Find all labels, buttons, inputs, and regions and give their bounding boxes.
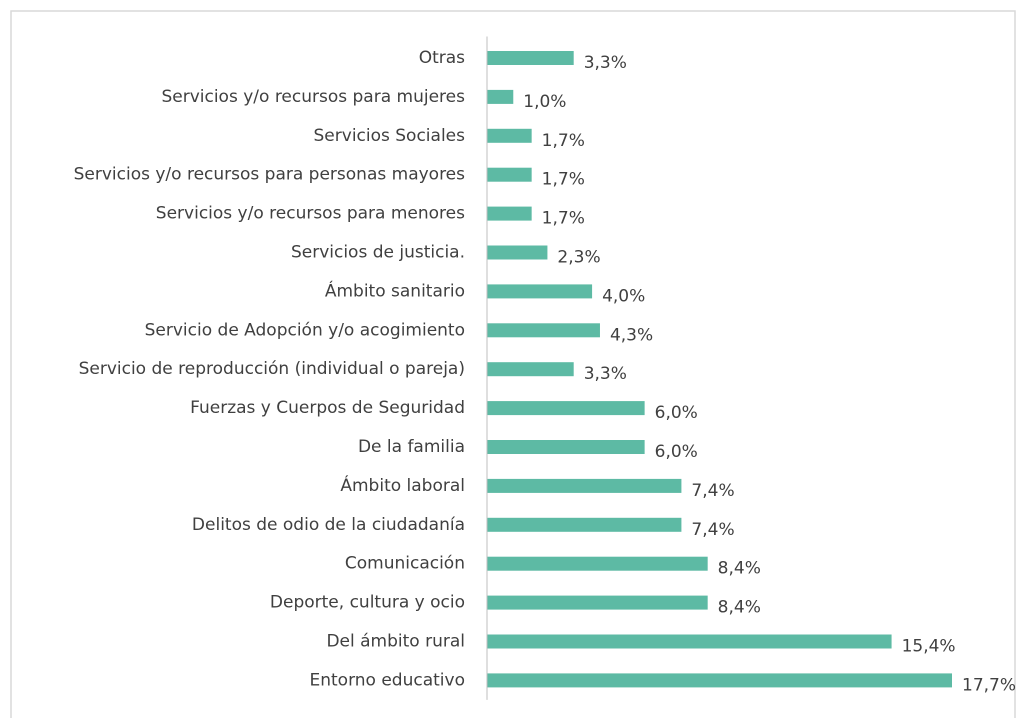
value-label: 7,4% [691,520,734,540]
value-label: 1,0% [523,92,566,112]
chart-border [10,10,1016,718]
category-label: Deporte, cultura y ocio [270,593,465,613]
category-label: Servicios y/o recursos para personas may… [74,165,466,185]
category-label: Servicio de reproducción (individual o p… [79,359,465,379]
bar [487,478,682,493]
bar [487,206,532,221]
category-label: De la familia [358,437,465,457]
bar [487,595,708,610]
category-label: Delitos de odio de la ciudadanía [192,515,465,535]
value-label: 3,3% [584,364,627,384]
bar [487,634,892,649]
category-label: Otras [419,48,465,68]
category-label: Servicios Sociales [314,126,466,146]
bar [487,284,593,299]
value-label: 1,7% [542,170,585,190]
value-label: 1,7% [542,131,585,151]
value-label: 7,4% [691,481,734,501]
category-label: Servicios y/o recursos para menores [156,204,465,224]
value-label: 2,3% [557,248,600,268]
bar [487,167,532,182]
category-label: Ámbito sanitario [325,279,465,301]
bar [487,556,708,571]
category-label: Entorno educativo [310,670,466,690]
bar [487,128,532,143]
bar [487,440,645,454]
bar [487,673,952,688]
bar [487,51,574,65]
bar [487,517,682,532]
value-label: 3,3% [584,53,627,73]
bar [487,401,645,416]
category-label: Servicios de justicia. [291,243,465,263]
value-label: 4,0% [602,286,645,306]
category-label: Del ámbito rural [326,632,465,652]
bar [487,89,514,104]
value-label: 15,4% [902,637,956,657]
category-label: Servicios y/o recursos para mujeres [161,87,465,107]
category-label: Comunicación [345,554,465,574]
value-label: 6,0% [655,403,698,423]
value-label: 4,3% [610,325,653,345]
bar [487,323,600,338]
category-label: Servicio de Adopción y/o acogimiento [145,320,465,340]
bar [487,245,548,260]
value-label: 8,4% [718,598,761,618]
value-label: 1,7% [542,209,585,229]
value-label: 17,7% [962,675,1016,695]
bar [487,362,574,377]
category-label: Ámbito laboral [340,474,465,496]
category-label: Fuerzas y Cuerpos de Seguridad [190,398,465,418]
value-label: 8,4% [718,559,761,579]
value-label: 6,0% [655,442,698,462]
